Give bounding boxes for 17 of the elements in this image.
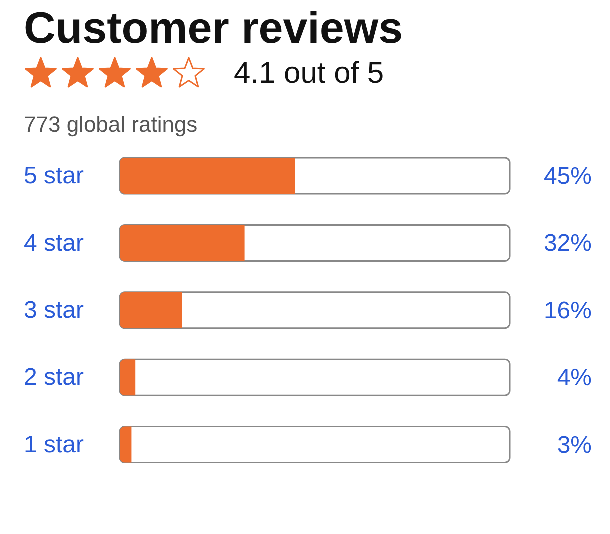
data-label: 3% bbox=[557, 432, 592, 459]
data-label: 16% bbox=[544, 297, 592, 324]
chart-subtitle: 4.1 out of 5 bbox=[234, 57, 384, 91]
y-tick-label: 4 star bbox=[24, 230, 84, 257]
chart-title: Customer reviews bbox=[24, 3, 404, 55]
bar bbox=[120, 292, 182, 328]
text: 773 global ratings bbox=[24, 112, 199, 138]
data-label: 4% bbox=[557, 364, 592, 392]
y-tick-label: 5 star bbox=[24, 162, 84, 190]
bar bbox=[120, 360, 136, 396]
bar bbox=[120, 225, 245, 262]
y-tick-label: 3 star bbox=[24, 297, 84, 324]
bar bbox=[120, 426, 132, 463]
data-label: 32% bbox=[544, 230, 592, 258]
y-tick-label: 1 star bbox=[24, 431, 84, 458]
y-tick-label: 2 star bbox=[24, 364, 84, 392]
data-label: 45% bbox=[544, 163, 592, 190]
